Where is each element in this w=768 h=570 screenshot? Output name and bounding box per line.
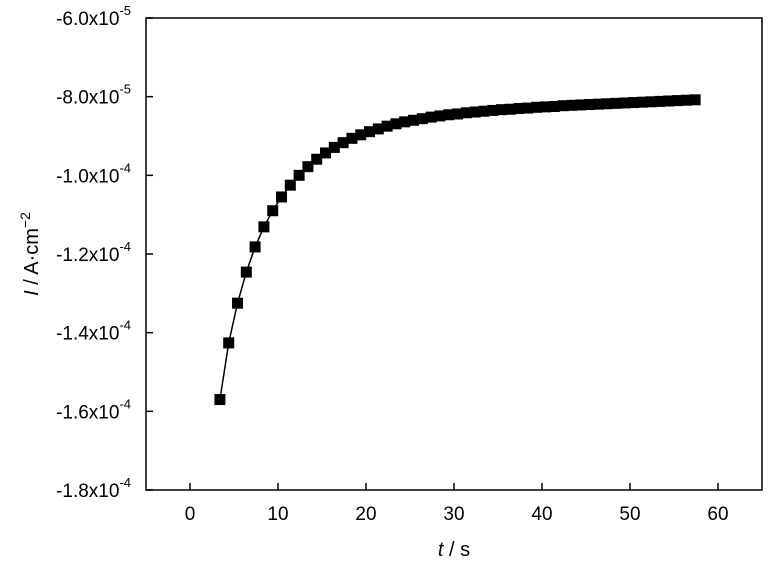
data-point bbox=[302, 161, 314, 173]
plot-frame bbox=[145, 17, 763, 491]
data-point bbox=[293, 169, 305, 181]
data-point bbox=[513, 102, 525, 114]
y-tick-label: -1.6x10-4 bbox=[56, 396, 131, 423]
data-point bbox=[425, 111, 437, 123]
data-point bbox=[504, 103, 516, 115]
data-point bbox=[346, 132, 358, 144]
data-point bbox=[337, 137, 349, 149]
x-tick-label: 60 bbox=[707, 504, 728, 525]
data-point bbox=[592, 98, 604, 110]
x-tick-label: 0 bbox=[185, 504, 196, 525]
data-point bbox=[469, 106, 481, 118]
data-point bbox=[601, 98, 613, 110]
y-tick-label: -1.0x10-4 bbox=[56, 160, 131, 187]
data-point bbox=[258, 221, 270, 233]
x-axis-ticks: 0 10 20 30 40 50 60 bbox=[185, 483, 729, 525]
data-point bbox=[320, 147, 332, 159]
data-point bbox=[267, 205, 279, 217]
data-point bbox=[628, 97, 640, 109]
data-point bbox=[619, 97, 631, 109]
data-point bbox=[232, 297, 244, 309]
data-point bbox=[372, 123, 384, 135]
data-point bbox=[496, 104, 508, 116]
data-point bbox=[548, 101, 560, 112]
data-point bbox=[540, 101, 552, 113]
data-point bbox=[654, 95, 666, 107]
x-tick-label: 40 bbox=[531, 504, 552, 525]
x-tick-label: 20 bbox=[355, 504, 376, 525]
data-point bbox=[408, 114, 420, 126]
y-axis-ticks: -1.8x10-4 -1.6x10-4 -1.4x10-4 -1.2x10-4 -1.0… bbox=[56, 3, 153, 502]
data-point bbox=[249, 241, 261, 253]
data-point bbox=[311, 153, 323, 165]
data-point bbox=[689, 94, 701, 106]
data-point bbox=[452, 108, 464, 120]
data-point bbox=[672, 95, 684, 107]
data-point bbox=[328, 141, 340, 153]
data-point bbox=[443, 109, 455, 121]
data-point bbox=[680, 94, 692, 106]
x-tick-label: 10 bbox=[267, 504, 288, 525]
data-point bbox=[557, 100, 569, 112]
data-point bbox=[610, 97, 622, 109]
data-point bbox=[584, 99, 596, 111]
data-point bbox=[645, 96, 657, 108]
data-point bbox=[416, 113, 428, 125]
y-tick-label: -1.4x10-4 bbox=[56, 318, 131, 345]
data-point bbox=[390, 118, 402, 130]
x-axis-title: t / s bbox=[438, 539, 470, 561]
data-point bbox=[566, 99, 578, 111]
x-tick-label: 50 bbox=[619, 504, 640, 525]
data-point bbox=[478, 105, 490, 117]
series-line bbox=[219, 99, 696, 400]
data-point bbox=[214, 394, 226, 406]
data-point bbox=[284, 179, 296, 191]
data-point bbox=[355, 129, 367, 141]
y-axis-title: I / A·cm−2 bbox=[17, 212, 43, 296]
data-point bbox=[399, 116, 411, 128]
data-point bbox=[522, 102, 534, 114]
data-point bbox=[223, 337, 235, 349]
data-point bbox=[531, 101, 543, 113]
y-tick-label: -1.8x10-4 bbox=[56, 475, 131, 502]
series-points bbox=[214, 94, 701, 406]
data-point bbox=[240, 266, 252, 278]
data-point bbox=[487, 104, 499, 116]
data-point bbox=[364, 126, 376, 138]
y-tick-label: -6.0x10-5 bbox=[56, 3, 131, 30]
x-tick-label: 30 bbox=[443, 504, 464, 525]
data-point bbox=[460, 107, 472, 119]
y-tick-label: -1.2x10-4 bbox=[56, 239, 131, 266]
data-point bbox=[663, 95, 675, 107]
data-point bbox=[636, 96, 648, 108]
data-point bbox=[575, 99, 587, 111]
data-point bbox=[276, 191, 288, 203]
data-point bbox=[434, 110, 446, 122]
y-tick-label: -8.0x10-5 bbox=[56, 82, 131, 109]
data-point bbox=[381, 120, 393, 132]
